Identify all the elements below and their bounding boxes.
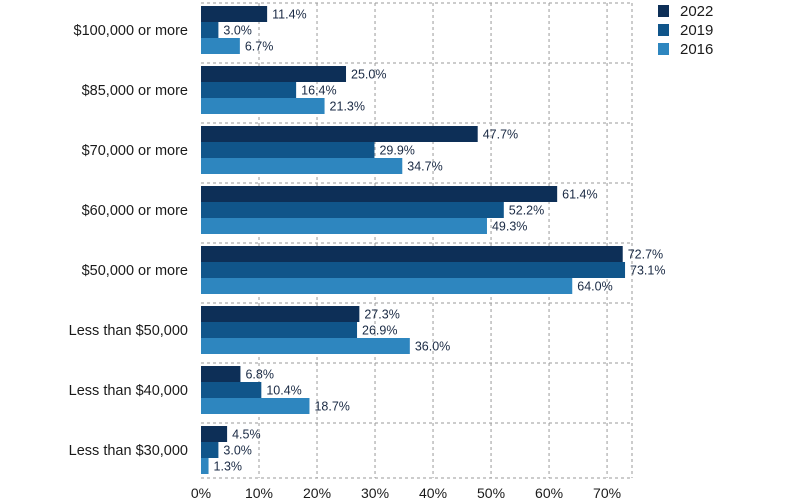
bar-2022 — [201, 246, 623, 262]
x-tick-label: 60% — [535, 485, 563, 500]
bar-2019 — [201, 202, 504, 218]
x-tick-label: 40% — [419, 485, 447, 500]
bars — [201, 6, 626, 474]
x-axis: 0% 10% 20% 30% 40% 50% 60% 70% — [191, 485, 621, 500]
legend-swatch-2016 — [658, 43, 669, 55]
value-label: 64.0% — [577, 280, 612, 294]
bar-2022 — [201, 126, 478, 142]
value-label: 18.7% — [314, 400, 349, 414]
value-label: 36.0% — [415, 340, 450, 354]
category-label: $85,000 or more — [82, 83, 188, 99]
bar-2022 — [201, 186, 558, 202]
legend-label: 2016 — [680, 41, 713, 58]
value-label: 72.7% — [628, 248, 663, 262]
bar-2019 — [201, 262, 626, 278]
x-tick-label: 0% — [191, 485, 211, 500]
bar-2019 — [201, 142, 375, 158]
category-label: Less than $40,000 — [69, 383, 188, 399]
bar-2016 — [201, 338, 410, 354]
value-label: 47.7% — [483, 128, 518, 142]
value-label: 11.4% — [272, 8, 307, 22]
value-label: 29.9% — [379, 144, 414, 158]
bar-2019 — [201, 442, 219, 458]
value-label: 10.4% — [266, 384, 301, 398]
value-label: 52.2% — [509, 204, 544, 218]
x-tick-label: 50% — [477, 485, 505, 500]
value-label: 21.3% — [330, 100, 365, 114]
value-label: 49.3% — [492, 220, 527, 234]
value-label: 27.3% — [364, 308, 399, 322]
bar-2019 — [201, 322, 358, 338]
bar-2016 — [201, 278, 573, 294]
category-label: $60,000 or more — [82, 203, 188, 219]
category-label: $50,000 or more — [82, 263, 188, 279]
x-tick-label: 70% — [593, 485, 621, 500]
bar-2019 — [201, 82, 297, 98]
value-label: 1.3% — [214, 460, 243, 474]
category-label: Less than $30,000 — [69, 443, 188, 459]
x-tick-label: 10% — [245, 485, 273, 500]
legend-label: 2022 — [680, 3, 713, 20]
category-label: $70,000 or more — [82, 143, 188, 159]
bar-2022 — [201, 306, 360, 322]
bar-2019 — [201, 382, 262, 398]
legend: 2022 2019 2016 — [658, 3, 713, 58]
value-label: 6.7% — [245, 40, 274, 54]
category-label: $100,000 or more — [74, 23, 188, 39]
legend-swatch-2019 — [658, 24, 669, 36]
bar-2022 — [201, 426, 228, 442]
value-label: 34.7% — [407, 160, 442, 174]
legend-label: 2019 — [680, 22, 713, 39]
legend-swatch-2022 — [658, 5, 669, 17]
bar-2022 — [201, 66, 347, 82]
bar-2019 — [201, 22, 219, 38]
x-tick-label: 30% — [361, 485, 389, 500]
value-label: 61.4% — [562, 188, 597, 202]
bar-2016 — [201, 458, 209, 474]
value-label: 4.5% — [232, 428, 261, 442]
x-tick-label: 20% — [303, 485, 331, 500]
bar-2016 — [201, 38, 240, 54]
value-label: 6.8% — [245, 368, 274, 382]
bar-2022 — [201, 366, 241, 382]
value-label: 26.9% — [362, 324, 397, 338]
value-label: 16.4% — [301, 84, 336, 98]
bar-2016 — [201, 158, 403, 174]
category-labels: $100,000 or more $85,000 or more $70,000 o… — [69, 23, 188, 459]
bar-2016 — [201, 98, 325, 114]
value-label: 25.0% — [351, 68, 386, 82]
bar-2022 — [201, 6, 268, 22]
category-label: Less than $50,000 — [69, 323, 188, 339]
value-label: 73.1% — [630, 264, 665, 278]
bar-2016 — [201, 398, 310, 414]
bar-2016 — [201, 218, 487, 234]
value-label: 3.0% — [223, 24, 252, 38]
value-labels: 11.4% 3.0% 6.7% 25.0% 16.4% 21.3% 47.7% 29.9% 34… — [214, 8, 666, 474]
value-label: 3.0% — [223, 444, 252, 458]
